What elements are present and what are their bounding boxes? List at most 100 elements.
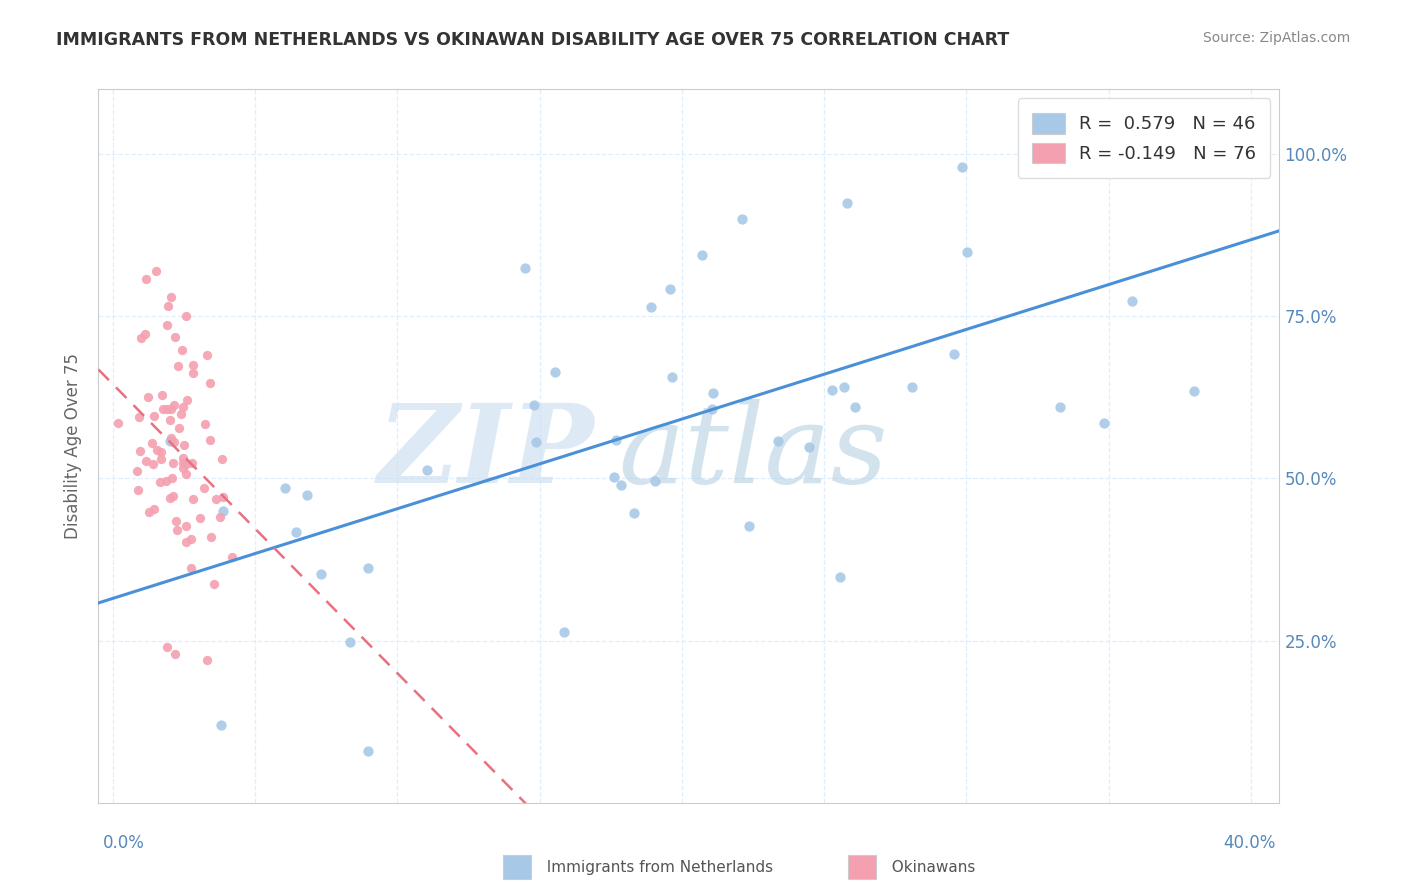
Point	[128, 444, 150, 458]
Point	[173, 437, 195, 451]
Point	[136, 390, 159, 404]
Point	[160, 431, 183, 445]
Point	[183, 366, 205, 380]
Point	[174, 310, 197, 324]
Text: atlas: atlas	[619, 400, 887, 507]
Point	[209, 510, 232, 524]
Point	[1121, 293, 1143, 308]
Point	[211, 452, 233, 467]
Point	[832, 380, 855, 394]
Text: Okinawans: Okinawans	[882, 860, 974, 874]
Point	[181, 492, 204, 507]
Point	[170, 407, 193, 421]
Point	[129, 331, 152, 345]
Point	[605, 434, 627, 448]
Point	[195, 348, 218, 362]
Point	[152, 402, 174, 417]
Point	[357, 744, 380, 758]
Point	[160, 290, 183, 304]
Point	[160, 471, 183, 485]
Point	[956, 244, 979, 259]
Point	[134, 454, 156, 468]
Point	[211, 504, 233, 518]
Point	[141, 435, 163, 450]
Point	[174, 467, 197, 481]
Point	[167, 359, 190, 374]
Point	[143, 409, 166, 423]
Point	[145, 443, 167, 458]
Point	[180, 561, 202, 575]
Point	[901, 379, 924, 393]
Point	[515, 260, 537, 275]
Point	[837, 195, 859, 210]
Point	[134, 326, 156, 341]
Point	[162, 489, 184, 503]
Point	[172, 456, 194, 470]
Point	[1049, 401, 1071, 415]
Point	[295, 488, 318, 502]
Text: 0.0%: 0.0%	[103, 834, 145, 852]
Point	[209, 718, 232, 732]
Point	[107, 416, 129, 430]
Point	[690, 248, 713, 262]
Point	[149, 444, 172, 458]
Point	[416, 463, 439, 477]
Point	[174, 534, 197, 549]
Point	[155, 475, 177, 489]
Point	[844, 400, 866, 414]
Point	[943, 347, 966, 361]
Point	[149, 475, 172, 490]
Point	[194, 417, 217, 431]
Point	[200, 529, 222, 543]
Point	[163, 330, 186, 344]
Point	[212, 490, 235, 504]
Point	[205, 492, 228, 507]
Point	[174, 518, 197, 533]
Text: IMMIGRANTS FROM NETHERLANDS VS OKINAWAN DISABILITY AGE OVER 75 CORRELATION CHART: IMMIGRANTS FROM NETHERLANDS VS OKINAWAN …	[56, 31, 1010, 49]
Point	[176, 393, 198, 408]
Point	[180, 533, 202, 547]
Text: ZIP: ZIP	[378, 400, 595, 507]
Point	[1112, 153, 1135, 168]
Point	[544, 365, 567, 379]
Point	[167, 420, 190, 434]
Point	[159, 434, 181, 449]
Point	[640, 300, 662, 314]
Point	[731, 211, 754, 226]
Point	[150, 388, 173, 402]
Point	[523, 398, 546, 412]
Point	[172, 401, 194, 415]
Point	[623, 506, 645, 520]
Point	[156, 401, 179, 416]
Point	[163, 398, 186, 412]
Point	[821, 384, 844, 398]
Point	[188, 510, 211, 524]
Point	[198, 376, 221, 390]
Point	[156, 318, 179, 332]
Point	[950, 160, 973, 174]
Point	[193, 481, 215, 495]
Point	[160, 402, 183, 417]
Point	[145, 264, 167, 278]
Point	[163, 435, 186, 450]
Point	[1092, 416, 1115, 430]
Point	[357, 561, 380, 575]
Point	[658, 281, 681, 295]
Point	[738, 519, 761, 533]
Y-axis label: Disability Age Over 75: Disability Age Over 75	[65, 353, 83, 539]
Point	[135, 272, 157, 286]
Point	[165, 514, 187, 528]
Point	[142, 457, 165, 471]
Point	[273, 481, 295, 495]
Point	[138, 505, 160, 519]
Point	[661, 370, 683, 384]
Point	[309, 566, 332, 581]
Point	[1154, 147, 1177, 161]
Point	[702, 401, 724, 416]
Text: Source: ZipAtlas.com: Source: ZipAtlas.com	[1202, 31, 1350, 45]
Point	[162, 456, 184, 470]
Point	[195, 653, 218, 667]
Point	[766, 434, 789, 449]
Point	[1182, 384, 1205, 398]
Point	[553, 624, 575, 639]
